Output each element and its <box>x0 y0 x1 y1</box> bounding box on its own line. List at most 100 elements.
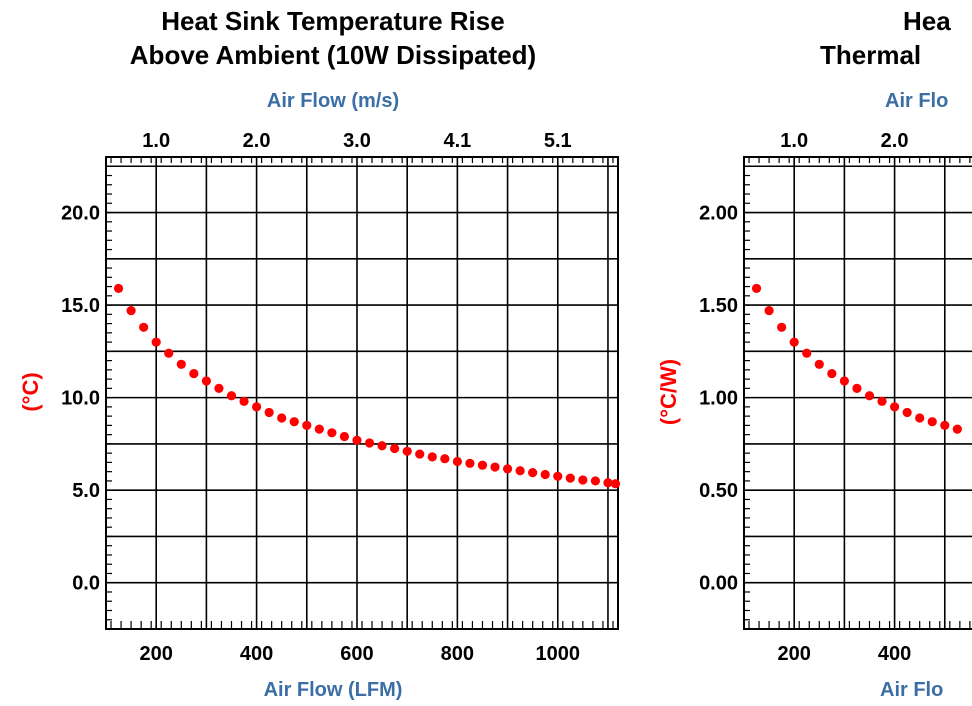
data-point <box>264 407 274 418</box>
top-tick-label: 2.0 <box>243 130 271 152</box>
plot-frame <box>743 156 972 630</box>
y-tick-labels: 0.0 5.0 10.0 15.0 20.0 <box>61 203 100 595</box>
data-point <box>139 322 149 332</box>
x-tick-label: 1000 <box>536 643 581 665</box>
top-tick-label: 4.1 <box>443 130 471 152</box>
data-point <box>952 424 962 434</box>
data-points <box>751 283 962 434</box>
data-point <box>164 348 174 358</box>
data-point <box>578 475 588 485</box>
data-point <box>151 337 161 347</box>
data-point <box>126 306 136 316</box>
y-tick-label: 0.00 <box>699 573 738 595</box>
data-point <box>377 441 387 451</box>
data-point <box>603 478 613 488</box>
top-tick-label: 2.0 <box>881 130 909 152</box>
y-tick-label: 15.0 <box>61 295 100 317</box>
data-point <box>352 435 362 445</box>
data-point <box>277 413 287 423</box>
chart-title-line-2: Thermal <box>820 40 921 70</box>
minor-ticks <box>106 157 614 629</box>
data-point <box>751 283 762 294</box>
data-point <box>477 460 488 470</box>
grid <box>106 157 618 629</box>
top-tick-label: 1.0 <box>142 130 170 152</box>
chart-title-line-1: Heat Sink Temperature Rise <box>161 6 504 36</box>
data-point <box>915 413 925 423</box>
data-point <box>839 376 849 386</box>
chart-thermal-resistance: Hea Thermal Air Flo Air Flo (°C/W) 0.00 0… <box>656 6 972 701</box>
data-point <box>239 396 249 406</box>
top-axis-label: Air Flow (m/s) <box>267 90 399 112</box>
data-point <box>553 471 563 481</box>
data-point <box>302 420 312 430</box>
data-point <box>327 428 337 438</box>
chart-title-line-2: Above Ambient (10W Dissipated) <box>130 40 536 70</box>
data-point <box>452 456 462 467</box>
bottom-axis-label: Air Flo <box>880 679 943 701</box>
data-point <box>864 391 875 401</box>
data-points <box>113 283 621 489</box>
data-point <box>214 383 224 393</box>
data-point <box>827 368 837 379</box>
x-tick-labels: 200 400 <box>778 643 912 665</box>
x-tick-label: 400 <box>240 643 273 665</box>
data-point <box>502 464 513 474</box>
data-point <box>289 417 299 427</box>
y-tick-label: 0.50 <box>699 480 738 502</box>
data-point <box>251 402 262 412</box>
data-point <box>802 348 812 358</box>
data-point <box>113 283 124 294</box>
y-tick-label: 20.0 <box>61 203 100 225</box>
chart-title-line-1: Hea <box>903 6 951 36</box>
plot-frame <box>105 156 619 630</box>
chart-temperature-rise: Heat Sink Temperature Rise Above Ambient… <box>18 6 621 701</box>
data-point <box>877 396 887 406</box>
data-point <box>814 359 824 369</box>
data-point <box>189 368 199 379</box>
data-point <box>226 391 237 401</box>
x-tick-label: 400 <box>878 643 911 665</box>
data-point <box>465 458 475 468</box>
data-point <box>764 306 774 316</box>
data-point <box>940 420 950 430</box>
y-tick-label: 5.0 <box>72 480 100 502</box>
y-tick-label: 1.00 <box>699 388 738 410</box>
top-tick-label: 1.0 <box>780 130 808 152</box>
top-tick-label: 5.1 <box>544 130 572 152</box>
y-axis-label: (°C/W) <box>656 359 681 425</box>
data-point <box>515 466 525 476</box>
data-point <box>201 376 211 386</box>
top-tick-labels: 1.0 2.0 <box>780 130 908 152</box>
data-point <box>789 337 799 347</box>
top-tick-labels: 1.0 2.0 3.0 4.1 5.1 <box>142 130 571 152</box>
x-tick-label: 200 <box>778 643 811 665</box>
y-axis-label: (°C) <box>18 372 43 411</box>
data-point <box>902 407 912 418</box>
data-point <box>176 359 186 369</box>
data-point <box>390 443 400 454</box>
data-point <box>565 473 575 483</box>
data-point <box>490 462 500 472</box>
data-point <box>440 454 450 464</box>
data-point <box>927 417 937 427</box>
x-tick-label: 200 <box>140 643 173 665</box>
grid <box>744 157 972 629</box>
data-point <box>314 424 324 434</box>
y-tick-label: 1.50 <box>699 295 738 317</box>
x-tick-labels: 200 400 600 800 1000 <box>140 643 581 665</box>
data-point <box>590 476 601 486</box>
minor-ticks <box>744 157 971 629</box>
bottom-axis-label: Air Flow (LFM) <box>264 679 403 701</box>
top-tick-label: 3.0 <box>343 130 371 152</box>
y-tick-labels: 0.00 0.50 1.00 1.50 2.00 <box>699 203 738 595</box>
y-tick-label: 10.0 <box>61 388 100 410</box>
data-point <box>528 467 538 478</box>
top-axis-label: Air Flo <box>885 90 948 112</box>
data-point <box>339 431 350 442</box>
data-point <box>427 452 437 462</box>
data-point <box>889 402 900 412</box>
data-point <box>777 322 787 332</box>
y-tick-label: 0.0 <box>72 573 100 595</box>
